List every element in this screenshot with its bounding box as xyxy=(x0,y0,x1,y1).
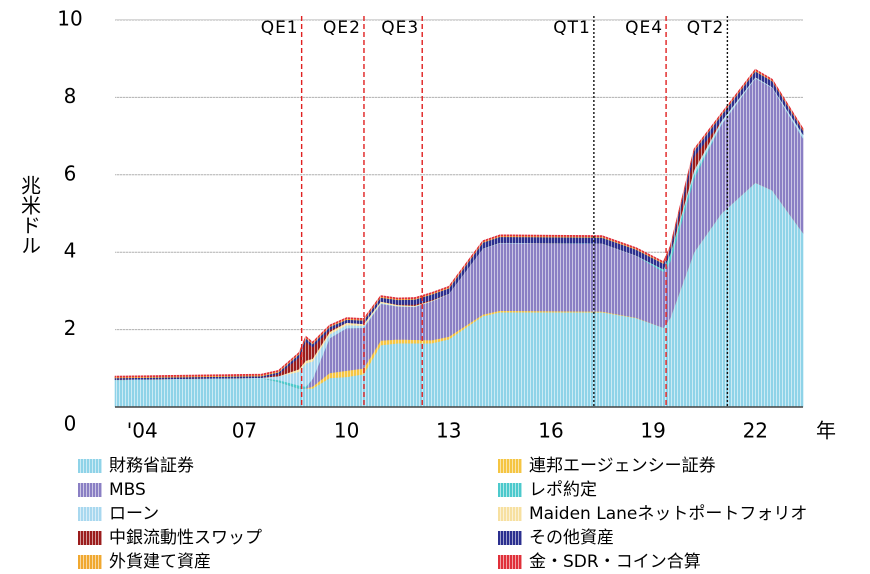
legend-label: その他資産 xyxy=(529,528,614,548)
legend-label: 財務省証券 xyxy=(109,456,194,476)
y-tick-label: 8 xyxy=(64,84,77,108)
legend-swatch-texture xyxy=(78,531,102,545)
x-tick-label: 19 xyxy=(640,419,665,443)
legend-swatch-texture xyxy=(78,459,102,473)
x-tick-label: 16 xyxy=(538,419,563,443)
y-tick-label: 2 xyxy=(64,316,77,340)
legend-item: レポ約定 xyxy=(498,480,597,500)
x-axis-label: 年 xyxy=(816,419,836,443)
x-tick-label: 07 xyxy=(232,419,257,443)
legend-label: レポ約定 xyxy=(529,480,597,500)
legend-swatch-texture xyxy=(78,483,102,497)
event-label: QE3 xyxy=(381,18,419,38)
legend-swatch-texture xyxy=(498,483,522,497)
x-tick-label: 10 xyxy=(334,419,359,443)
event-label: QT2 xyxy=(687,18,725,38)
y-axis-label: 兆米ドル xyxy=(18,175,42,255)
legend-label: 外貨建て資産 xyxy=(109,552,211,572)
legend-item: 財務省証券 xyxy=(78,456,194,476)
legend-item: 中銀流動性スワップ xyxy=(78,528,262,548)
legend-item: 外貨建て資産 xyxy=(78,552,211,572)
y-tick-label: 0 xyxy=(64,412,77,436)
x-tick-label: 22 xyxy=(743,419,768,443)
legend-swatch-texture xyxy=(78,507,102,521)
y-tick-label: 4 xyxy=(64,239,77,263)
legend-item: Maiden Laneネットポートフォリオ xyxy=(498,504,807,524)
event-label: QE4 xyxy=(625,18,663,38)
x-tick-label: 13 xyxy=(436,419,461,443)
y-tick-label: 6 xyxy=(64,161,77,185)
legend-label: Maiden Laneネットポートフォリオ xyxy=(529,504,807,524)
x-tick-label: '04 xyxy=(127,419,158,443)
legend-item: 金・SDR・コイン合算 xyxy=(498,552,701,572)
legend-label: 中銀流動性スワップ xyxy=(109,528,262,548)
legend-swatch-texture xyxy=(78,555,102,569)
y-tick-label: 10 xyxy=(57,7,82,31)
event-label: QE1 xyxy=(261,18,299,38)
legend-item: ローン xyxy=(78,504,159,524)
legend-item: その他資産 xyxy=(498,528,614,548)
legend-item: 連邦エージェンシー証券 xyxy=(498,456,716,476)
legend-label: MBS xyxy=(109,480,146,500)
event-label: QT1 xyxy=(553,18,591,38)
legend-label: 金・SDR・コイン合算 xyxy=(529,552,701,572)
legend-swatch-texture xyxy=(498,531,522,545)
legend-item: MBS xyxy=(78,480,146,500)
legend-label: 連邦エージェンシー証券 xyxy=(529,456,716,476)
legend-swatch-texture xyxy=(498,555,522,569)
event-label: QE2 xyxy=(323,18,361,38)
bar-texture xyxy=(115,20,803,407)
legend-swatch-texture xyxy=(498,507,522,521)
legend-label: ローン xyxy=(109,504,159,524)
legend-swatch-texture xyxy=(498,459,522,473)
